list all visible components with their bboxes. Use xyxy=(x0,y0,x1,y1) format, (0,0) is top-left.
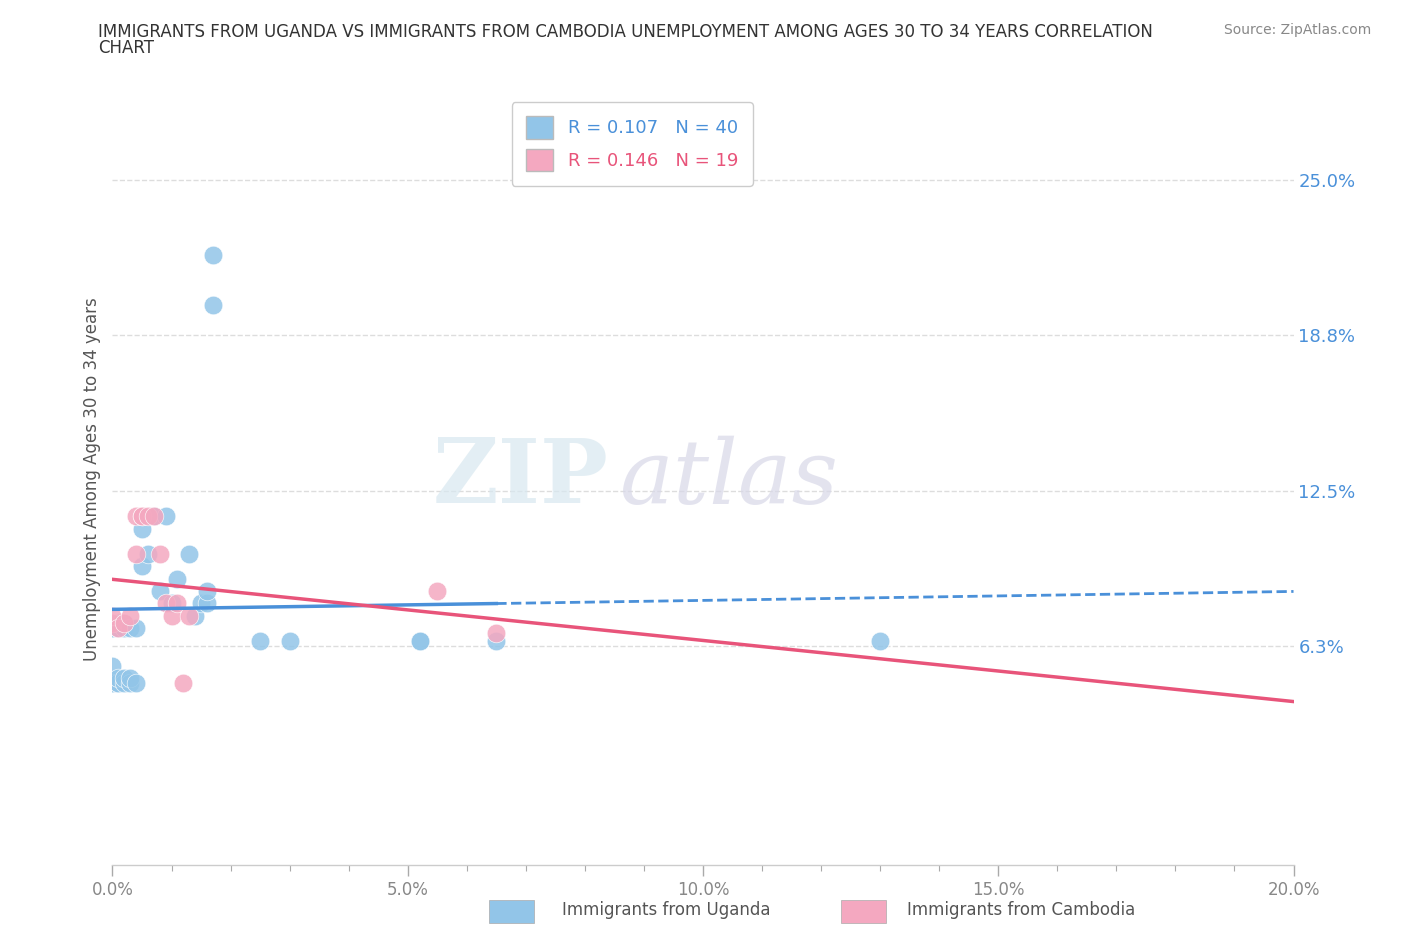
Point xyxy=(201,247,224,262)
Point xyxy=(869,633,891,648)
Point xyxy=(131,509,153,524)
Point xyxy=(120,608,142,623)
Point xyxy=(149,546,172,561)
Point xyxy=(101,676,124,691)
Point xyxy=(107,671,129,685)
Point xyxy=(125,509,148,524)
Point xyxy=(195,583,218,598)
Point xyxy=(160,608,183,623)
Point xyxy=(101,621,124,636)
Text: Source: ZipAtlas.com: Source: ZipAtlas.com xyxy=(1223,23,1371,37)
Point xyxy=(249,633,271,648)
Point xyxy=(101,608,124,623)
Point xyxy=(112,621,135,636)
Point xyxy=(125,621,148,636)
Point xyxy=(125,676,148,691)
Point xyxy=(184,608,207,623)
Point xyxy=(101,676,124,691)
Point xyxy=(201,298,224,312)
Point xyxy=(160,596,183,611)
Point xyxy=(112,671,135,685)
Point xyxy=(112,676,135,691)
Point xyxy=(112,616,135,631)
Point xyxy=(408,633,430,648)
Point xyxy=(136,546,159,561)
Text: CHART: CHART xyxy=(98,39,155,57)
Legend: R = 0.107   N = 40, R = 0.146   N = 19: R = 0.107 N = 40, R = 0.146 N = 19 xyxy=(512,102,752,186)
Point xyxy=(131,509,153,524)
Point xyxy=(112,616,135,631)
Point xyxy=(179,608,201,623)
Point xyxy=(155,596,177,611)
Point xyxy=(120,676,142,691)
Text: atlas: atlas xyxy=(620,435,839,523)
Point xyxy=(408,633,430,648)
Point xyxy=(107,621,129,636)
Text: ZIP: ZIP xyxy=(433,435,609,523)
Point xyxy=(107,621,129,636)
Point xyxy=(166,571,188,586)
Point xyxy=(142,509,165,524)
Point xyxy=(190,596,212,611)
Y-axis label: Unemployment Among Ages 30 to 34 years: Unemployment Among Ages 30 to 34 years xyxy=(83,297,101,661)
Text: IMMIGRANTS FROM UGANDA VS IMMIGRANTS FROM CAMBODIA UNEMPLOYMENT AMONG AGES 30 TO: IMMIGRANTS FROM UGANDA VS IMMIGRANTS FRO… xyxy=(98,23,1153,41)
Point xyxy=(120,621,142,636)
Point xyxy=(166,596,188,611)
Point xyxy=(179,546,201,561)
Point xyxy=(101,658,124,673)
Point xyxy=(107,676,129,691)
Text: Immigrants from Uganda: Immigrants from Uganda xyxy=(562,900,770,919)
Point xyxy=(155,509,177,524)
Point xyxy=(131,559,153,574)
Text: Immigrants from Cambodia: Immigrants from Cambodia xyxy=(907,900,1135,919)
Point xyxy=(172,676,194,691)
Point xyxy=(101,621,124,636)
Point xyxy=(485,626,508,641)
Point xyxy=(485,633,508,648)
Point xyxy=(149,583,172,598)
Point xyxy=(195,596,218,611)
Point xyxy=(426,583,449,598)
Point xyxy=(101,616,124,631)
Point xyxy=(107,616,129,631)
Point xyxy=(278,633,301,648)
Point xyxy=(125,546,148,561)
Point xyxy=(136,509,159,524)
Point xyxy=(120,671,142,685)
Point xyxy=(107,676,129,691)
Point xyxy=(131,522,153,537)
Point xyxy=(142,509,165,524)
